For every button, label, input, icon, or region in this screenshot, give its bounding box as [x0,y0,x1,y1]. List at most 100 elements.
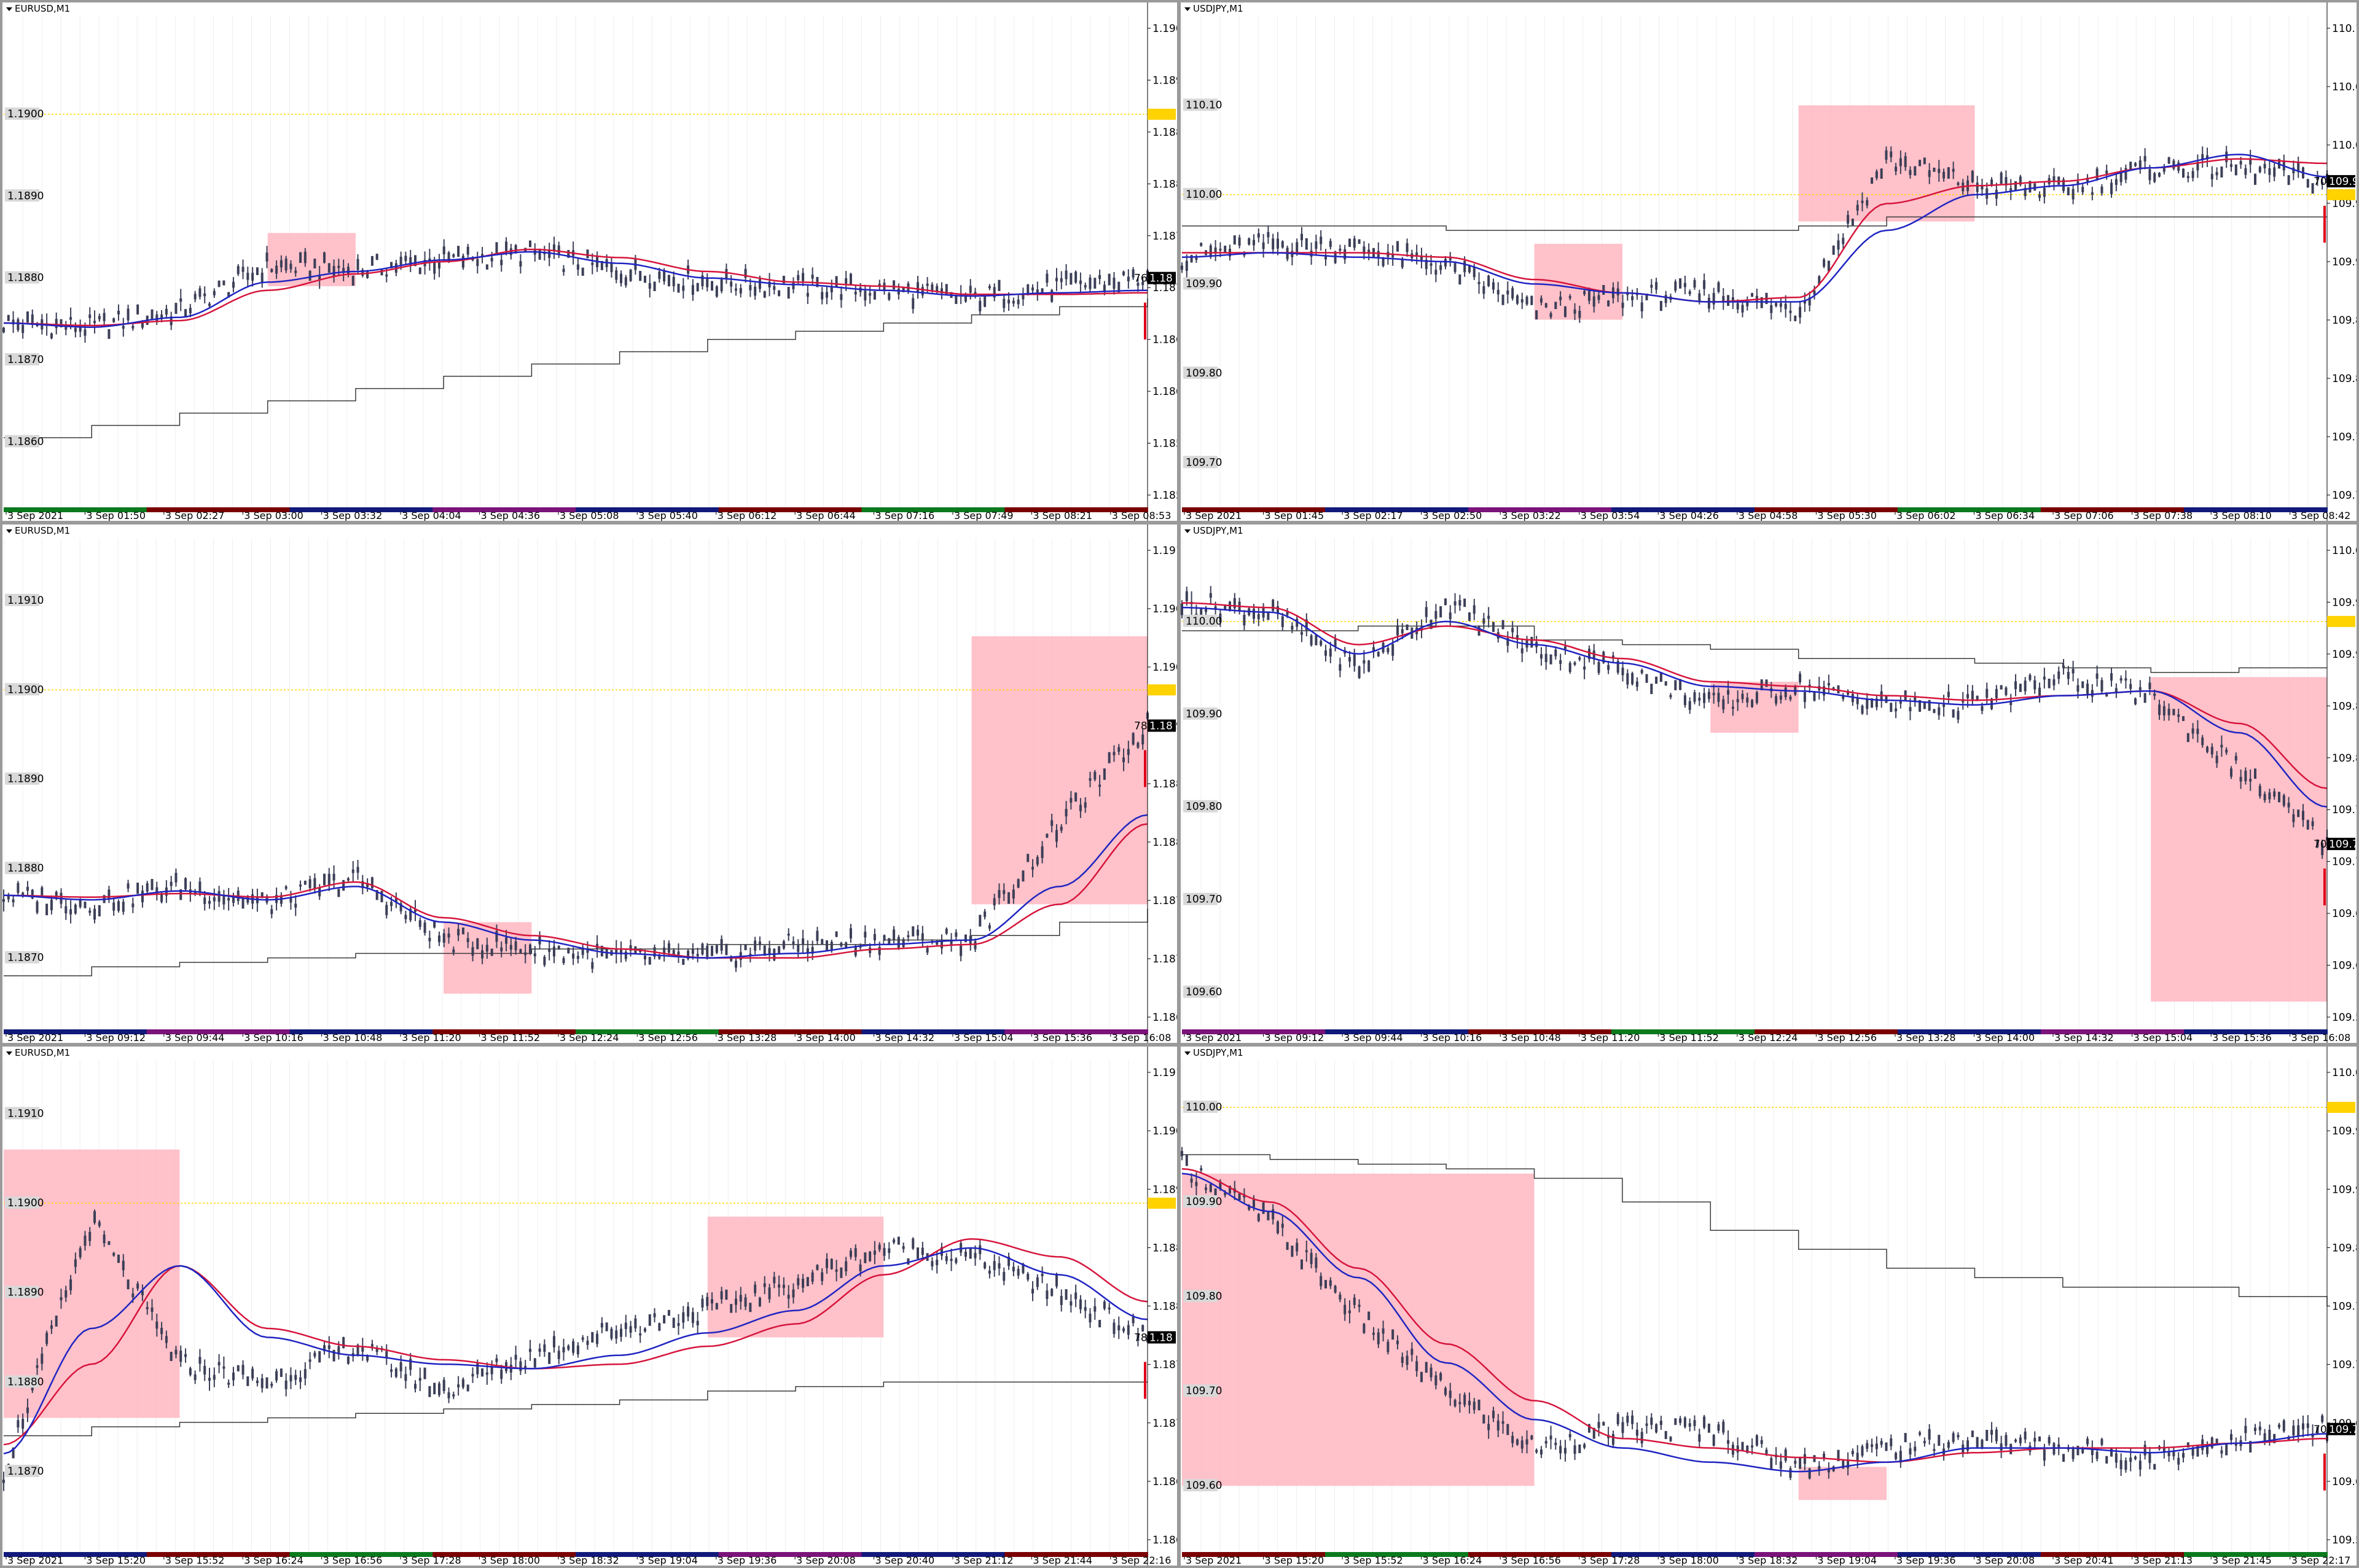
candle [1583,291,1586,294]
chart-pane-usdjpy-1[interactable]: 110.10110.00109.90109.80109.70110.1110.0… [1181,2,2357,521]
candle [2148,682,2151,690]
current-price-text: 1.18 [1149,273,1173,285]
candle [1664,295,1667,303]
session-bar [576,507,719,512]
tick-volume-bar [1144,302,1146,340]
candle [1837,240,1840,250]
candle [1698,1434,1701,1442]
current-price-text: 1.18 [1149,1332,1173,1344]
candle [806,948,809,954]
candle [725,268,728,279]
candle [1463,598,1466,607]
candle [2110,1447,2113,1457]
candle [227,1383,230,1385]
candle [2282,795,2285,806]
candle [548,251,551,259]
candle [744,268,747,278]
candle [878,946,881,955]
candle [1535,310,1538,320]
right-tick-label: 1.186 [1152,386,1177,398]
candle [2196,728,2199,735]
candle [620,273,623,284]
candle [1544,653,1547,663]
candle [442,933,445,943]
candle [1952,709,1955,718]
candle [1501,620,1504,630]
chart-pane-usdjpy-2[interactable]: 110.00109.90109.80109.70109.60110.0109.9… [1181,525,2357,1043]
candle [826,940,829,951]
candle [715,945,718,953]
candle [1305,619,1308,631]
candle [1329,241,1332,248]
candle [2000,685,2003,690]
bar-count-label: 78 [1134,1332,1148,1344]
candle [1315,635,1318,646]
candle [2043,1449,2046,1461]
candle [629,270,632,281]
candle [208,900,211,904]
candle [1181,265,1183,270]
candle [677,1323,680,1326]
chart-svg: 1.19101.19001.18901.18801.18701.1911.190… [2,1047,1177,1566]
candle [653,281,656,292]
candle [1065,1289,1068,1300]
candle [65,326,68,330]
time-label: 3 Sep 09:12 [1265,1032,1324,1043]
candle [1195,257,1198,260]
candle [528,944,531,954]
candle [222,895,225,905]
candle [1089,277,1092,289]
chart-pane-eurusd-1[interactable]: 1.19001.18901.18801.18701.18601.1901.189… [2,2,1177,521]
candle [1248,1205,1251,1210]
candle [1573,309,1576,314]
candle [1219,248,1222,251]
candle [1664,681,1667,686]
candle [1358,1305,1361,1307]
candle [1296,618,1299,627]
chart-pane-usdjpy-3[interactable]: 110.00109.90109.80109.70109.60110.0109.9… [1181,1047,2357,1566]
candle [1492,622,1495,632]
candle [2230,768,2233,777]
candle [1938,1435,1941,1446]
candle [356,867,359,873]
price-label: 109.80 [1186,367,1222,380]
candle [131,1293,135,1298]
candle [1587,291,1590,301]
chart-pane-eurusd-2[interactable]: 1.19101.19001.18901.18801.18701.1911.190… [2,525,1177,1043]
candle [730,1304,733,1313]
candle [203,293,206,297]
candle [620,950,623,954]
chart-pane-eurusd-3[interactable]: 1.19101.19001.18901.18801.18701.1911.190… [2,1047,1177,1566]
candle [2297,1425,2300,1436]
candle [1616,661,1619,673]
right-tick-label: 1.186 [1152,334,1177,346]
candle [629,945,632,951]
time-label: 3 Sep 03:22 [1501,510,1561,521]
candle [1027,284,1030,295]
candle [2009,701,2013,705]
time-label: 3 Sep 14:00 [796,1032,856,1043]
candle [108,889,111,900]
candle [1559,660,1562,664]
candle [131,903,135,908]
candle [2119,1460,2122,1470]
candle [917,929,920,936]
current-price-text: 1.18 [1149,720,1173,732]
candle [1382,258,1385,267]
candle [768,1287,771,1300]
candle [1482,618,1485,624]
candle [1775,303,1778,306]
candle [155,887,158,895]
candle [1578,311,1581,318]
time-label: 3 Sep 21:45 [2212,1554,2272,1566]
candle [524,1365,527,1368]
candle [2014,1440,2017,1442]
candle [270,909,273,915]
candle [1885,1442,1888,1451]
candle [600,260,603,270]
candle [2210,747,2213,755]
candle [557,946,560,950]
candle [1895,1453,1898,1459]
candle [198,881,201,892]
candle [1291,625,1294,630]
